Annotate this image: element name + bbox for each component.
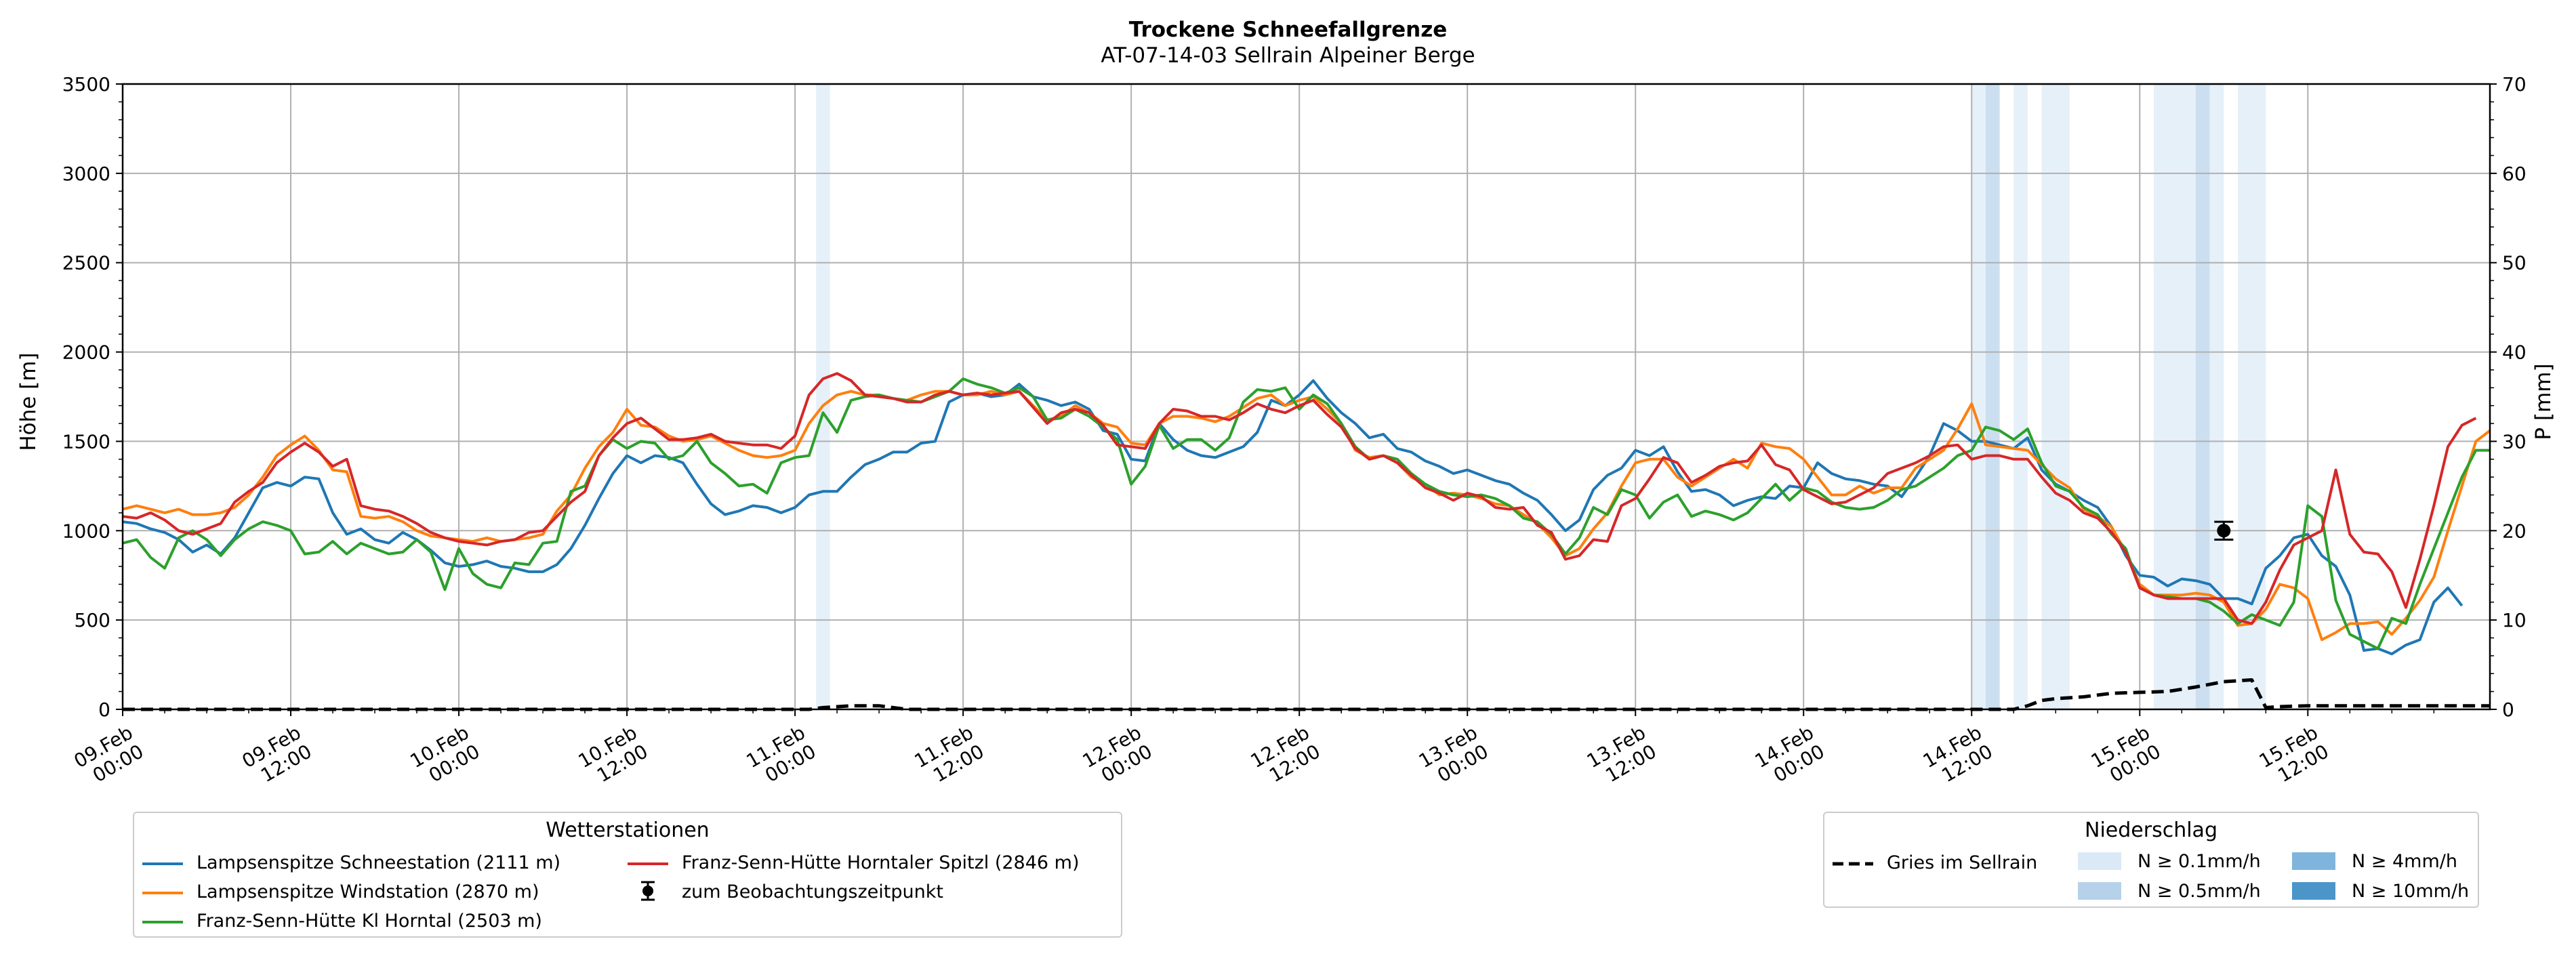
series-line-3 xyxy=(122,372,2477,625)
legend-stations-title: Wetterstationen xyxy=(546,818,710,842)
precip-band xyxy=(2153,84,2196,709)
axes-frame xyxy=(121,83,2491,711)
legend-swatch-horntaler-spitzl xyxy=(628,862,668,865)
precip-band xyxy=(1971,84,1986,709)
y2-axis-label: P [mm] xyxy=(2531,363,2556,440)
legend-item-precip-10: N ≥ 10mm/h xyxy=(2352,881,2470,902)
y-tick-label: 3000 xyxy=(62,163,110,185)
y-tick-label: 500 xyxy=(75,609,110,631)
y2-tick-label: 50 xyxy=(2502,252,2527,274)
precipitation-bands xyxy=(816,84,2266,709)
series-line-1 xyxy=(122,390,2491,642)
legend-swatch-precip-05 xyxy=(2078,882,2121,900)
legend-item-precip-01: N ≥ 0.1mm/h xyxy=(2138,851,2261,872)
legend-item-gries: Gries im Sellrain xyxy=(1887,852,2038,873)
legend-precipitation-title: Niederschlag xyxy=(2085,818,2217,842)
y-tick-label: 3500 xyxy=(62,73,110,96)
y-tick-label: 2000 xyxy=(62,341,110,364)
legend-swatch-gries xyxy=(1833,862,1873,866)
series-line-4 xyxy=(123,678,2490,711)
y2-tick-label: 60 xyxy=(2502,163,2527,185)
precip-band xyxy=(2195,84,2210,709)
legend-stations: Wetterstationen Lampsenspitze Schneestat… xyxy=(133,812,1122,938)
chart-subtitle: AT-07-14-03 Sellrain Alpeiner Berge xyxy=(1101,43,1475,68)
y-tick-label: 1000 xyxy=(62,520,110,542)
precip-band xyxy=(2209,84,2224,709)
legend-swatch-windstation xyxy=(142,892,183,894)
series-line-0 xyxy=(122,379,2463,656)
y2-tick-label: 0 xyxy=(2502,699,2514,721)
legend-item-schneestation: Lampsenspitze Schneestation (2111 m) xyxy=(197,852,561,873)
observation-point xyxy=(2217,524,2231,538)
y2-tick-label: 70 xyxy=(2502,73,2527,96)
series-line-2 xyxy=(122,377,2490,650)
y2-tick-label: 40 xyxy=(2502,341,2527,364)
chart-title: Trockene Schneefallgrenze xyxy=(1128,18,1448,42)
precip-band xyxy=(816,84,830,709)
precip-band xyxy=(2041,84,2070,709)
legend-swatch-observation xyxy=(641,881,655,901)
y-axis-label: Höhe [m] xyxy=(16,352,41,451)
legend-precipitation: Niederschlag Gries im Sellrain N ≥ 0.1mm… xyxy=(1823,812,2479,908)
y-tick-label: 0 xyxy=(98,699,110,721)
y2-tick-label: 20 xyxy=(2502,520,2527,542)
legend-item-precip-4: N ≥ 4mm/h xyxy=(2352,851,2457,872)
legend-swatch-kl-horntal xyxy=(142,921,183,923)
legend-swatch-schneestation xyxy=(142,862,183,865)
y2-tick-label: 10 xyxy=(2502,609,2527,631)
legend-swatch-precip-01 xyxy=(2078,852,2121,870)
y-tick-label: 2500 xyxy=(62,252,110,274)
precip-band xyxy=(2013,84,2028,709)
precip-band xyxy=(1985,84,2000,709)
legend-item-kl-horntal: Franz-Senn-Hütte Kl Horntal (2503 m) xyxy=(197,911,542,932)
legend-swatch-precip-4 xyxy=(2292,852,2335,870)
y-tick-label: 1500 xyxy=(62,430,110,453)
legend-item-observation: zum Beobachtungszeitpunkt xyxy=(682,881,943,902)
legend-item-precip-05: N ≥ 0.5mm/h xyxy=(2138,881,2261,902)
y2-tick-label: 30 xyxy=(2502,430,2527,453)
grid xyxy=(122,83,2490,710)
series-lines xyxy=(122,372,2491,711)
legend-swatch-precip-10 xyxy=(2292,882,2335,900)
legend-item-windstation: Lampsenspitze Windstation (2870 m) xyxy=(197,881,539,902)
legend-item-horntaler-spitzl: Franz-Senn-Hütte Horntaler Spitzl (2846 … xyxy=(682,852,1080,873)
